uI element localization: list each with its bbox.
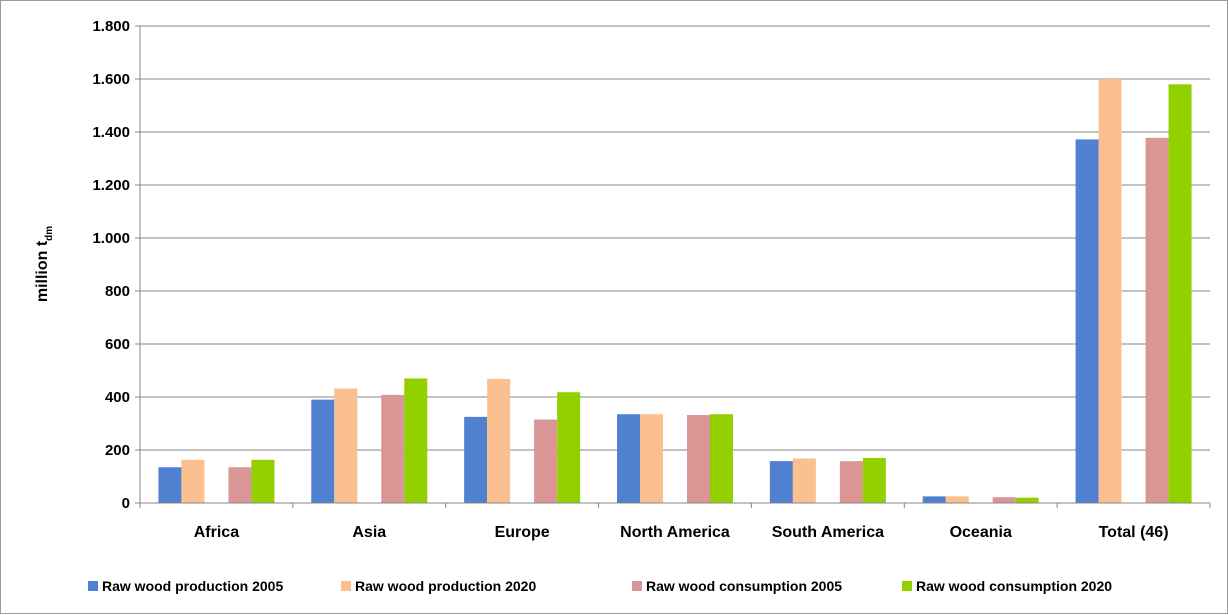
bar-raw-wood-production-2005-oceania [922,496,946,503]
x-category-label: Oceania [950,524,1012,541]
bar-raw-wood-production-2020-total-46- [1098,79,1122,503]
bar-raw-wood-consumption-2005-total-46- [1145,137,1169,503]
x-category-label: North America [620,524,730,541]
bar-raw-wood-consumption-2020-asia [404,378,428,503]
x-category-label: Asia [352,524,386,541]
bar-raw-wood-production-2020-south-america [792,458,816,503]
legend: Raw wood production 2005 Raw wood product… [88,578,1112,594]
y-tick-label: 1.000 [92,230,130,247]
x-category-label: Africa [194,524,239,541]
legend-swatch [902,581,912,591]
x-category-label: Total (46) [1099,524,1169,541]
gridlines [140,25,1210,451]
x-category-label: Europe [495,524,550,541]
legend-swatch [341,581,351,591]
y-tick-label: 600 [105,336,130,353]
y-tick-label: 0 [122,495,130,512]
bar-raw-wood-production-2005-africa [158,467,182,503]
bar-raw-wood-production-2020-oceania [945,496,969,503]
bar-raw-wood-production-2005-north-america [617,414,640,503]
y-axis-label: million tdm [34,226,55,302]
legend-label: Raw wood consumption 2005 [646,578,842,594]
bar-raw-wood-consumption-2020-africa [251,459,275,503]
bar-raw-wood-consumption-2020-europe [557,392,581,503]
bar-raw-wood-consumption-2005-europe [534,419,558,503]
x-axis-categories: Africa Asia Europe North America South Ameri… [139,503,1211,541]
bar-raw-wood-production-2020-europe [487,378,511,503]
y-axis-label-subscript: dm [44,226,55,241]
bar-raw-wood-production-2005-asia [311,399,335,503]
y-tick-label: 1.600 [92,71,130,88]
bar-raw-wood-production-2020-north-america [640,414,663,503]
bar-raw-wood-consumption-2005-africa [228,467,252,503]
y-tick-label: 1.400 [92,124,130,141]
bar-raw-wood-consumption-2005-south-america [839,461,863,503]
bar-raw-wood-consumption-2005-north-america [687,415,710,503]
y-tick-label: 1.800 [92,18,130,35]
y-tick-label: 200 [105,442,130,459]
bar-raw-wood-consumption-2005-asia [381,394,405,503]
legend-swatch [632,581,642,591]
bars [158,79,1192,504]
bar-raw-wood-consumption-2020-total-46- [1168,84,1192,504]
bar-raw-wood-consumption-2020-north-america [710,414,733,503]
legend-label: Raw wood production 2005 [102,578,283,594]
x-category-label: South America [772,524,884,541]
y-tick-label: 800 [105,283,130,300]
bar-raw-wood-production-2005-south-america [769,461,793,503]
bar-raw-wood-consumption-2005-oceania [992,497,1016,503]
y-axis-ticks: 0 200 400 600 800 1.000 1.200 1.400 1.600 1.800 [92,18,140,512]
bar-raw-wood-production-2020-africa [181,459,205,503]
y-tick-label: 1.200 [92,177,130,194]
legend-swatch [88,581,98,591]
bar-raw-wood-consumption-2020-oceania [1015,497,1039,503]
bar-raw-wood-production-2005-total-46- [1075,139,1099,504]
legend-label: Raw wood production 2020 [355,578,536,594]
bar-raw-wood-production-2020-asia [334,388,358,503]
y-tick-label: 400 [105,389,130,406]
legend-label: Raw wood consumption 2020 [916,578,1112,594]
bar-raw-wood-production-2005-europe [464,416,488,503]
bar-raw-wood-consumption-2020-south-america [862,457,886,503]
